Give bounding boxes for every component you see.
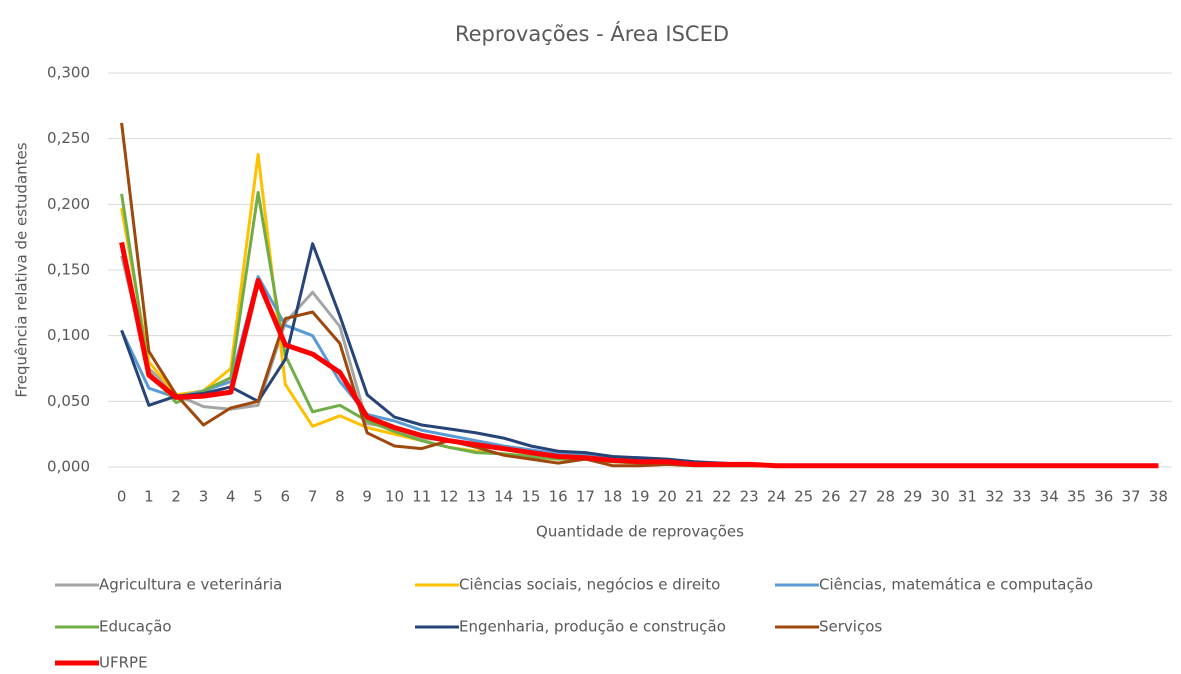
legend-label: Agricultura e veterinária (99, 576, 282, 594)
series-line (119, 241, 1159, 469)
legend-label: Ciências sociais, negócios e direito (459, 576, 720, 594)
y-axis-label: Frequência relativa de estudantes (13, 142, 31, 397)
x-tick-label: 3 (199, 488, 209, 506)
x-tick-label: 38 (1149, 488, 1168, 506)
x-tick-label: 35 (1067, 488, 1086, 506)
x-tick-label: 16 (549, 488, 568, 506)
x-tick-label: 37 (1122, 488, 1141, 506)
y-tick-label: 0,100 (47, 326, 90, 344)
x-tick-label: 2 (171, 488, 181, 506)
series-line (120, 242, 1159, 468)
y-tick-label: 0,250 (47, 129, 90, 147)
x-tick-label: 10 (385, 488, 404, 506)
x-tick-label: 14 (494, 488, 513, 506)
x-tick-label: 9 (362, 488, 372, 506)
x-tick-label: 0 (117, 488, 127, 506)
y-tick-label: 0,000 (47, 458, 90, 476)
series-line (120, 255, 1159, 468)
y-tick-label: 0,050 (47, 392, 90, 410)
x-tick-label: 21 (685, 488, 704, 506)
x-tick-label: 28 (876, 488, 895, 506)
x-tick-label: 18 (603, 488, 622, 506)
x-tick-label: 27 (849, 488, 868, 506)
chart-title: Reprovações - Área ISCED (455, 21, 729, 46)
legend-label: Ciências, matemática e computação (819, 576, 1093, 594)
x-tick-label: 7 (308, 488, 318, 506)
x-tick-label: 13 (467, 488, 486, 506)
x-tick-label: 31 (958, 488, 977, 506)
x-tick-label: 32 (985, 488, 1004, 506)
x-tick-label: 4 (226, 488, 236, 506)
x-tick-label: 6 (281, 488, 291, 506)
legend-label: Educação (99, 618, 172, 636)
y-tick-label: 0,300 (47, 64, 90, 82)
x-axis-label: Quantidade de reprovações (536, 523, 744, 541)
x-tick-label: 8 (335, 488, 345, 506)
x-tick-label: 29 (903, 488, 922, 506)
x-tick-label: 36 (1094, 488, 1113, 506)
x-tick-label: 11 (412, 488, 431, 506)
x-tick-label: 34 (1040, 488, 1059, 506)
series-line (120, 122, 1159, 468)
x-tick-label: 26 (821, 488, 840, 506)
x-tick-label: 33 (1012, 488, 1031, 506)
y-tick-label: 0,200 (47, 195, 90, 213)
x-tick-label: 5 (253, 488, 263, 506)
x-tick-label: 23 (740, 488, 759, 506)
legend-label: UFRPE (99, 654, 148, 672)
x-tick-label: 1 (144, 488, 154, 506)
legend-label: Serviços (819, 618, 882, 636)
x-tick-label: 19 (630, 488, 649, 506)
x-tick-label: 20 (658, 488, 677, 506)
x-tick-label: 30 (931, 488, 950, 506)
x-tick-label: 24 (767, 488, 786, 506)
x-tick-label: 25 (794, 488, 813, 506)
x-tick-label: 17 (576, 488, 595, 506)
x-tick-label: 12 (439, 488, 458, 506)
y-tick-label: 0,150 (47, 261, 90, 279)
x-tick-label: 15 (521, 488, 540, 506)
legend-label: Engenharia, produção e construção (459, 618, 726, 636)
x-tick-label: 22 (712, 488, 731, 506)
